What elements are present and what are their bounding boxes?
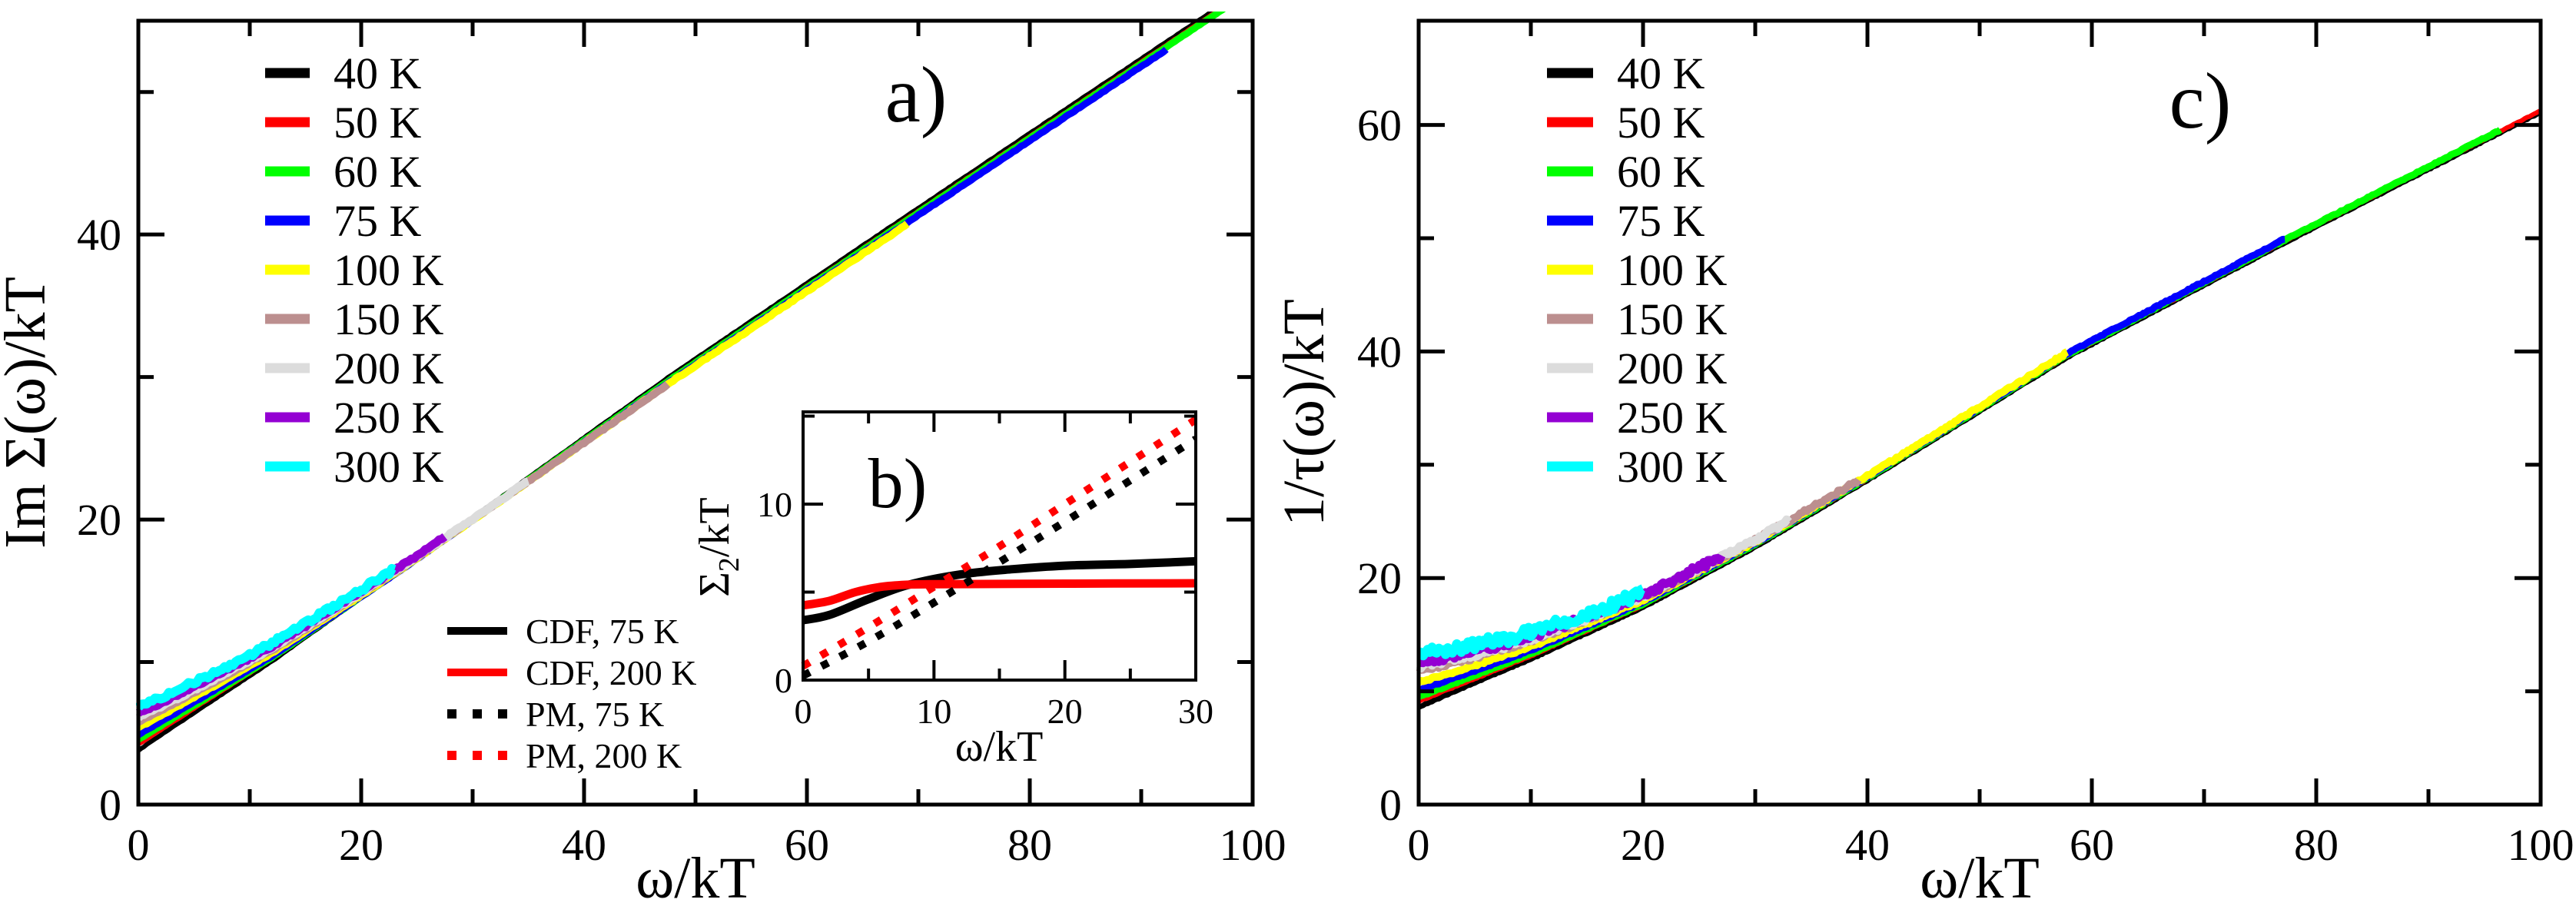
legend-item-c-40K: 40 K <box>1547 48 1705 98</box>
legend-item-a-50K: 50 K <box>265 98 422 148</box>
legend-label: 250 K <box>1617 393 1728 443</box>
x-tick-label-a: 20 <box>339 820 383 870</box>
legend-item-a-150K: 150 K <box>265 294 444 344</box>
legend-item-c-300K: 300 K <box>1547 442 1728 492</box>
x-tick-label-a: 40 <box>562 820 606 870</box>
series-b-PM,200K <box>801 416 1197 670</box>
x-axis-label-b: ω/kT <box>955 723 1044 771</box>
legend-item-c-250K: 250 K <box>1547 393 1728 443</box>
x-tick-label-b: 30 <box>1178 692 1213 731</box>
x-tick-label-a: 0 <box>128 820 150 870</box>
legend-label: 200 K <box>1617 344 1728 393</box>
panel-c: 0 20 40 60 80 100 0 20 40 60 ω/kT 1/τ(ω)/kT c) 40 K50… <box>1272 18 2574 911</box>
x-axis-label-c: ω/kT <box>1920 846 2040 911</box>
legend-item-c-200K: 200 K <box>1547 344 1728 393</box>
y-axis-label-c: 1/τ(ω)/kT <box>1272 299 1336 526</box>
legend-item-a-250K: 250 K <box>265 393 444 443</box>
y-tick-label-b: 10 <box>757 485 792 524</box>
panel-letter-c: c) <box>2169 57 2232 145</box>
legend-item-b-CDF,200K: CDF, 200 K <box>447 653 697 692</box>
ticks-a <box>136 21 1255 807</box>
legend-label: 300 K <box>334 442 444 492</box>
y-axis-label-a: Im Σ(ω)/kT <box>0 277 58 549</box>
legend-item-c-100K: 100 K <box>1547 245 1728 295</box>
series-a-300K <box>136 563 397 711</box>
x-tick-label-a: 80 <box>1007 820 1052 870</box>
legend-label: 75 K <box>334 196 422 246</box>
y-tick-label-b: 0 <box>775 661 792 700</box>
curves-a <box>136 12 1227 753</box>
x-tick-label-b: 0 <box>795 692 812 731</box>
legend-item-c-50K: 50 K <box>1547 98 1705 148</box>
x-tick-label-c: 40 <box>1845 820 1890 870</box>
legend-label: 50 K <box>1617 98 1705 148</box>
legend-item-c-150K: 150 K <box>1547 294 1728 344</box>
x-tick-label-a: 60 <box>785 820 829 870</box>
legend-item-a-60K: 60 K <box>265 147 422 197</box>
legend-item-a-300K: 300 K <box>265 442 444 492</box>
panel-letter-a: a) <box>885 51 948 139</box>
series-b-CDF,200K <box>802 579 1197 610</box>
x-tick-label-a: 100 <box>1220 820 1286 870</box>
y-tick-label-c: 40 <box>1357 327 1402 377</box>
legend-label: 300 K <box>1617 442 1728 492</box>
y-tick-label-c: 0 <box>1379 780 1402 830</box>
legend-label: PM, 75 K <box>526 695 664 734</box>
series-b-CDF,75K <box>802 556 1197 625</box>
x-tick-label-b: 10 <box>916 692 951 731</box>
y-tick-label-c: 60 <box>1357 101 1402 151</box>
ticks-c <box>1416 21 2543 807</box>
legend-item-b-CDF,75K: CDF, 75 K <box>447 612 679 651</box>
legend-item-a-40K: 40 K <box>265 48 422 98</box>
legend-label: 40 K <box>1617 48 1705 98</box>
legend-label: CDF, 75 K <box>526 612 679 651</box>
x-axis-label-a: ω/kT <box>636 846 755 911</box>
ticks-b <box>802 412 1197 682</box>
legend-label: CDF, 200 K <box>526 653 697 692</box>
legend-item-a-100K: 100 K <box>265 245 444 295</box>
legend-label: PM, 200 K <box>526 736 682 775</box>
curves-c <box>1416 108 2541 710</box>
legend-item-b-PM,75K: PM, 75 K <box>447 695 664 734</box>
panel-letter-b: b) <box>868 444 928 523</box>
legend-label: 60 K <box>334 147 422 197</box>
x-tick-label-c: 20 <box>1621 820 1665 870</box>
y-tick-label-a: 40 <box>77 210 121 260</box>
legend-label: 40 K <box>334 48 422 98</box>
x-tick-label-c: 0 <box>1408 820 1430 870</box>
x-tick-label-b: 20 <box>1047 692 1083 731</box>
y-axis-label-b: Σ2/kT <box>691 497 745 596</box>
legend-item-c-60K: 60 K <box>1547 147 1705 197</box>
curves-b <box>801 416 1197 679</box>
x-tick-label-c: 60 <box>2070 820 2114 870</box>
legend-label: 60 K <box>1617 147 1705 197</box>
legend-label: 150 K <box>1617 294 1728 344</box>
legend-label: 150 K <box>334 294 444 344</box>
series-c-300K <box>1416 584 1646 661</box>
legend-label: 200 K <box>334 344 444 393</box>
legend-item-a-200K: 200 K <box>265 344 444 393</box>
y-tick-label-c: 20 <box>1357 553 1402 603</box>
y-tick-label-a: 0 <box>99 780 121 830</box>
legend-item-b-PM,200K: PM, 200 K <box>447 736 682 775</box>
x-tick-label-c: 100 <box>2508 820 2574 870</box>
y-tick-label-a: 20 <box>77 495 121 545</box>
legend-label: 100 K <box>334 245 444 295</box>
legend-label: 250 K <box>334 393 444 443</box>
legend-label: 50 K <box>334 98 422 148</box>
legend-label: 75 K <box>1617 196 1705 246</box>
legend-label: 100 K <box>1617 245 1728 295</box>
legend-item-a-75K: 75 K <box>265 196 422 246</box>
legend-item-c-75K: 75 K <box>1547 196 1705 246</box>
x-tick-label-c: 80 <box>2294 820 2339 870</box>
